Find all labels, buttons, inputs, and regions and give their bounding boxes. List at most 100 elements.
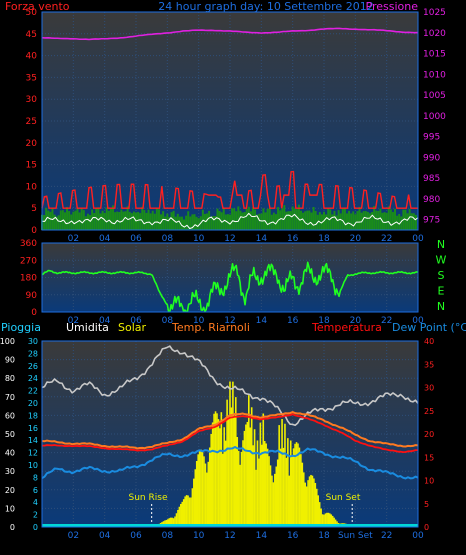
wind-y-tick-label: 30 <box>26 95 38 105</box>
direction-x-tick-label: 20 <box>350 316 362 326</box>
temp-x-tick-label: 00 <box>412 531 424 541</box>
humidity-y-tick-label: 10 <box>5 504 15 513</box>
wind-y-tick-label: 10 <box>26 182 38 192</box>
dew-point-legend-label: Dew Point (°C) <box>392 321 466 334</box>
direction-x-tick-label: 06 <box>130 316 142 326</box>
rain-y-tick-label: 0 <box>33 523 38 532</box>
humidity-y-tick-label: 80 <box>5 374 15 383</box>
rain-y-tick-label: 24 <box>28 374 38 383</box>
wind-y-tick-label: 35 <box>26 73 37 83</box>
rain-y-tick-label: 10 <box>28 461 38 470</box>
temp-x-tick-label: 14 <box>256 531 268 541</box>
temp-y-tick-label: 25 <box>424 407 434 416</box>
direction-x-tick-label: 10 <box>193 316 205 326</box>
wind-y-tick-label: 25 <box>26 117 37 127</box>
pressure-y-tick-label: 1010 <box>423 70 446 80</box>
temperature-series <box>41 345 419 527</box>
rain-y-tick-label: 2 <box>33 511 38 520</box>
wind-pressure-grid <box>42 11 419 231</box>
compass-label: W <box>436 254 447 267</box>
wind-pressure-series <box>41 27 419 230</box>
temperature-axes: 0 10 20 30 40 50 60 70 80 90 10 00 24 6 8 10 12 14 16 18 2 02… <box>0 337 434 541</box>
rain-y-tick-label: 26 <box>28 362 38 371</box>
wind-pressure-axes: 0510152025303540455097598098599099510001… <box>26 8 447 244</box>
humidity-y-tick-label: 50 <box>5 430 15 439</box>
wind-direction-line <box>41 261 419 313</box>
direction-y-tick-label: 360 <box>20 239 37 249</box>
wind-x-tick-label: 16 <box>287 234 299 244</box>
wind-y-tick-label: 45 <box>26 30 37 40</box>
solar-legend-label: Solar <box>118 321 147 334</box>
temp-x-tick-label: 02 <box>68 531 79 541</box>
temp-y-tick-label: 15 <box>424 453 434 462</box>
wind-direction-series <box>41 261 419 313</box>
sunset-annotation: Sun Set <box>326 493 361 503</box>
temp-y-tick-label: 30 <box>424 384 434 393</box>
temp-x-tick-label: 12 <box>224 531 235 541</box>
direction-x-tick-label: 18 <box>318 316 330 326</box>
pressure-y-tick-label: 1015 <box>423 50 446 60</box>
direction-y-tick-label: 0 <box>31 308 37 318</box>
wind-y-tick-label: 5 <box>31 204 37 214</box>
humidity-y-tick-label: 90 <box>5 356 15 365</box>
direction-x-tick-label: 08 <box>162 316 174 326</box>
wind-y-tick-label: 0 <box>31 226 37 236</box>
chart-title: 24 hour graph day: 10 Settembre 2012 <box>158 0 373 13</box>
direction-x-tick-label: 22 <box>381 316 392 326</box>
feels-like-legend-label: Temp. Riarnoli <box>171 321 250 334</box>
wind-pressure-plot-area <box>42 12 418 230</box>
temp-x-tick-label: 10 <box>193 531 205 541</box>
pressure-y-tick-label: 1025 <box>423 8 446 18</box>
sunrise-annotation: Sun Rise <box>129 493 168 503</box>
humidity-y-tick-label: 20 <box>5 486 15 495</box>
wind-x-tick-label: 10 <box>193 234 205 244</box>
compass-label: N <box>437 238 445 251</box>
rain-y-tick-label: 16 <box>28 424 38 433</box>
pressure-y-tick-label: 980 <box>423 195 440 205</box>
humidity-line <box>41 345 419 427</box>
rain-y-tick-label: 4 <box>33 498 38 507</box>
rain-y-tick-label: 8 <box>33 473 38 482</box>
humidity-y-tick-label: 30 <box>5 467 15 476</box>
wind-x-tick-label: 12 <box>224 234 235 244</box>
wind-y-tick-label: 50 <box>26 8 38 18</box>
wind-pressure-frame <box>41 11 419 231</box>
wind-axis-title: Forza vento <box>5 0 70 13</box>
pressure-y-tick-label: 1000 <box>423 112 446 122</box>
compass-label: S <box>438 269 445 282</box>
temp-x-tick-label: 16 <box>287 531 299 541</box>
humidity-y-tick-label: 40 <box>5 449 15 458</box>
rain-y-tick-label: 6 <box>33 486 38 495</box>
wind-x-tick-label: 20 <box>350 234 362 244</box>
temperature-legend-label: Temperatura <box>311 321 382 334</box>
wind-x-tick-label: 08 <box>162 234 174 244</box>
feels-like-line <box>41 411 419 450</box>
wind-x-tick-label: 02 <box>68 234 79 244</box>
pressure-y-tick-label: 975 <box>423 216 440 226</box>
pressure-axis-title: Pressione <box>366 0 419 13</box>
direction-x-tick-label: 02 <box>68 316 79 326</box>
rain-y-tick-label: 28 <box>28 349 38 358</box>
temp-x-tick-label: 04 <box>99 531 111 541</box>
wind-x-tick-label: 22 <box>381 234 392 244</box>
wind-x-tick-label: 06 <box>130 234 142 244</box>
pressure-y-tick-label: 1005 <box>423 91 446 101</box>
temp-y-tick-label: 5 <box>424 500 429 509</box>
direction-x-tick-label: 12 <box>224 316 235 326</box>
temp-y-tick-label: 10 <box>424 477 434 486</box>
direction-y-tick-label: 90 <box>26 291 38 301</box>
temp-y-tick-label: 35 <box>424 360 434 369</box>
direction-x-tick-label: 16 <box>287 316 299 326</box>
temp-x-tick-label: 18 <box>318 531 330 541</box>
rain-legend-label: Pioggia <box>1 321 41 334</box>
humidity-y-tick-label: 60 <box>5 411 15 420</box>
direction-y-tick-label: 180 <box>20 274 37 284</box>
direction-y-tick-label: 270 <box>20 256 37 266</box>
humidity-y-tick-label: 100 <box>0 337 15 346</box>
humidity-y-tick-label: 70 <box>5 393 15 402</box>
direction-x-tick-label: 00 <box>412 316 424 326</box>
dew-point-line <box>41 446 419 480</box>
humidity-legend-label: Umidita <box>66 321 109 334</box>
